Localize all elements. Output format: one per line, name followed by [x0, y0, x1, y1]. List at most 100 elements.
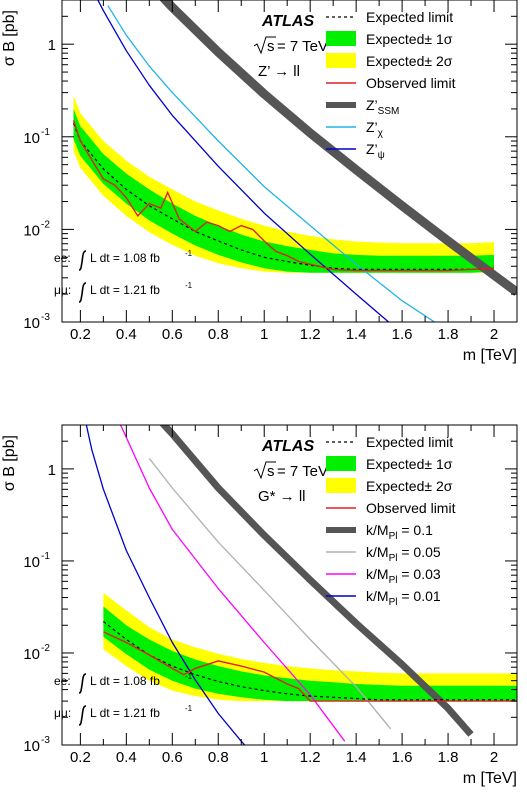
y-tick-label: 10 [23, 646, 40, 663]
legend-label-main: Expected± 2σ [366, 53, 453, 69]
x-tick-label: 0.4 [116, 749, 137, 766]
y-tick-exponent: -3 [41, 735, 50, 746]
legend-label: k/MPl = 0.1 [366, 522, 433, 542]
legend-label: Observed limit [366, 75, 456, 91]
x-tick-label: 1.8 [438, 749, 459, 766]
x-tick-label: 0.8 [208, 326, 229, 343]
x-tick-label: 1.6 [392, 326, 413, 343]
legend-label-main: Expected± 1σ [366, 456, 453, 472]
legend-item: Expected limit [326, 434, 453, 450]
x-tick-label: 1 [260, 749, 268, 766]
sqrt-icon [253, 461, 276, 480]
x-tick-label: 0.4 [116, 326, 137, 343]
legend-label-main: k/M [366, 544, 389, 560]
legend-label-tail: = 0.1 [397, 522, 433, 538]
legend-label-main: Expected limit [366, 434, 453, 450]
x-tick-label: 0.2 [70, 749, 91, 766]
lumi-ee-exponent: -1 [185, 672, 193, 681]
legend-item: Expected± 2σ [326, 53, 453, 69]
plot-frame [61, 0, 518, 323]
lumi-mumu-label: μμ: [54, 706, 71, 720]
legend-label-sub: Pl [389, 531, 398, 542]
model-curve-1 [159, 425, 474, 737]
legend-swatch [326, 53, 356, 68]
sqrt-s-label: s [267, 38, 275, 55]
legend-label-sub: χ [378, 128, 384, 139]
legend-label: Expected± 1σ [366, 456, 453, 472]
legend-label-main: Expected± 1σ [366, 31, 453, 47]
integral-icon [78, 705, 87, 726]
legend-item: Observed limit [326, 75, 456, 91]
legend-label-main: Z’ [366, 119, 378, 135]
legend-label-main: k/M [366, 566, 389, 582]
lumi-mumu-text: L dt = 1.21 fb [90, 283, 160, 297]
x-tick-label: 2 [490, 749, 498, 766]
y-tick-label: 1 [48, 462, 56, 479]
integral-icon [78, 673, 87, 694]
band-1sigma [73, 108, 494, 273]
legend-label: Z’SSM [366, 97, 399, 117]
y-tick-exponent: -2 [41, 219, 50, 230]
x-axis-title: m [TeV] [463, 770, 517, 787]
lumi-mumu-label: μμ: [54, 283, 71, 297]
y-tick-label: 10 [23, 315, 40, 332]
model-curve-2 [107, 5, 436, 322]
y-axis-title: σ B [pb] [1, 10, 18, 66]
y-tick-exponent: -3 [41, 312, 50, 323]
integral-icon [78, 250, 87, 271]
band-1sigma [103, 606, 517, 702]
x-tick-label: 1.2 [300, 326, 321, 343]
chart-2: 0.2 0.4 0.6 0.8 1 1.2 1.4 1.6 1.8 210-310-210 -11m… [1, 424, 518, 787]
y-tick-label: 10 [23, 554, 40, 571]
process-label: G* → ll [258, 488, 306, 505]
x-tick-label: 1.4 [346, 326, 367, 343]
y-tick-exponent: -1 [41, 551, 50, 562]
y-axis-title: σ B [pb] [1, 435, 18, 491]
plot-frame [61, 424, 518, 746]
x-tick-label: 2 [490, 326, 498, 343]
x-tick-label: 0.2 [70, 326, 91, 343]
legend-label: Observed limit [366, 500, 456, 516]
legend-label-main: Z’ [366, 141, 378, 157]
experiment-label: ATLAS [261, 13, 314, 30]
y-tick-exponent: -1 [41, 127, 50, 138]
legend-item: Z’ψ [326, 141, 385, 161]
model-curve-2 [148, 458, 392, 730]
x-tick-label: 0.6 [162, 749, 183, 766]
model-curve-3 [97, 0, 390, 322]
x-axis-title: m [TeV] [463, 347, 517, 364]
experiment-label: ATLAS [261, 438, 314, 455]
plot-area [72, 0, 517, 322]
y-tick-label: 10 [23, 222, 40, 239]
legend-swatch [326, 456, 356, 471]
legend-item: Expected limit [326, 9, 453, 25]
model-curve-3 [119, 425, 346, 742]
plot-area [85, 425, 517, 745]
legend-label-sub: Pl [389, 575, 398, 586]
lumi-mumu-exponent: -1 [185, 704, 193, 713]
legend-label: Z’ψ [366, 141, 385, 161]
lumi-ee-label: ee: [54, 251, 71, 265]
x-tick-label: 1.8 [438, 326, 459, 343]
legend-item: Observed limit [326, 500, 456, 516]
lumi-ee-exponent: -1 [185, 249, 193, 258]
legend-label: Expected limit [366, 434, 453, 450]
legend-label: Expected± 2σ [366, 478, 453, 494]
legend-item: Z’χ [326, 119, 384, 139]
lumi-mumu-text: L dt = 1.21 fb [90, 706, 160, 720]
observed-limit-line [72, 120, 495, 272]
lumi-ee-label: ee: [54, 674, 71, 688]
observed-limit-line [103, 631, 517, 702]
legend-item: k/MPl = 0.03 [326, 566, 441, 586]
legend-label: k/MPl = 0.01 [366, 588, 441, 608]
legend-item: Expected± 1σ [326, 456, 453, 472]
legend-item: Expected± 2σ [326, 478, 453, 494]
sqrt-s-label: s [267, 463, 275, 480]
legend-label: Z’χ [366, 119, 384, 139]
y-tick-label: 10 [23, 130, 40, 147]
lumi-ee-text: L dt = 1.08 fb [90, 251, 160, 265]
legend-swatch [326, 31, 356, 46]
legend-item: Expected± 1σ [326, 31, 453, 47]
